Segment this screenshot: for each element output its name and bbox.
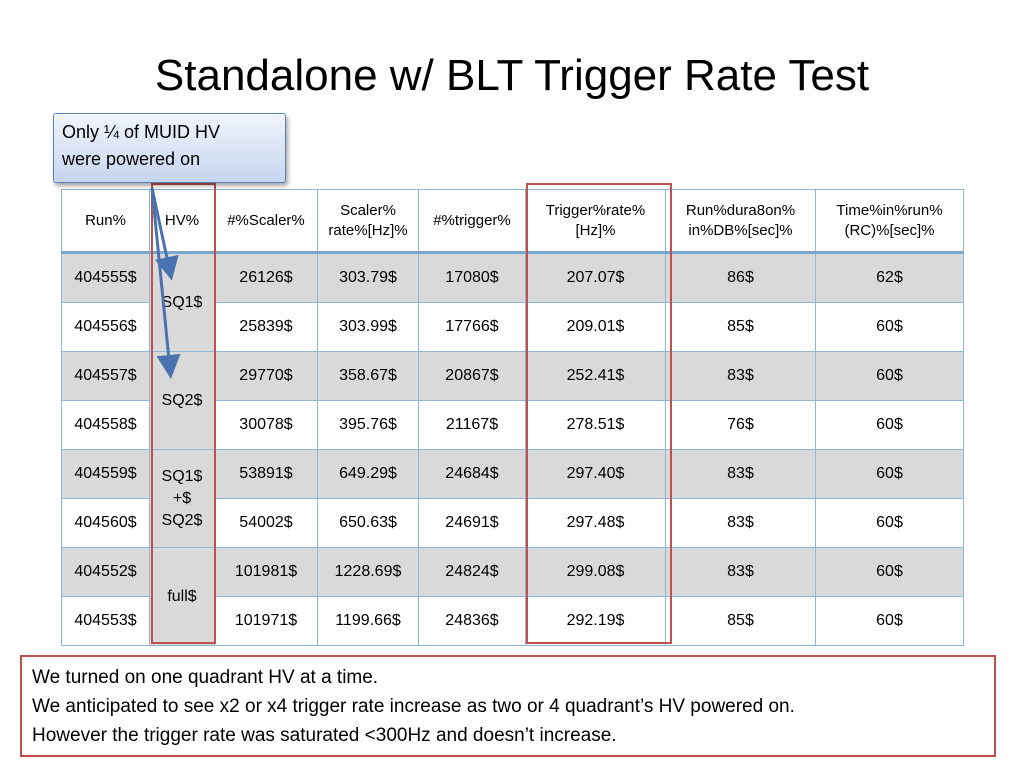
cell-scaler-rate: 303.79$: [317, 252, 419, 303]
table-row: 404559$ SQ1$ +$ SQ2$ 53891$ 649.29$ 2468…: [61, 449, 964, 548]
cell-scaler: 30078$: [214, 400, 318, 450]
header-hv: HV%: [149, 189, 215, 254]
note-line-2: We anticipated to see x2 or x4 trigger r…: [32, 696, 795, 717]
header-time-in-run: Time%in%run% (RC)%[sec]%: [815, 189, 964, 254]
cell-hv-group: full$: [149, 547, 215, 646]
cell-trigger-rate: 252.41$: [525, 351, 666, 401]
cell-run: 404559$: [61, 449, 150, 499]
cell-scaler: 25839$: [214, 302, 318, 352]
cell-run-duration: 85$: [665, 596, 816, 646]
table-row: 404557$ SQ2$ 29770$ 358.67$ 20867$ 252.4…: [61, 351, 964, 450]
cell-time-in-run: 60$: [815, 400, 964, 450]
table-header-row: Run% HV% #%Scaler% Scaler% rate%[Hz]% #%t…: [61, 189, 964, 254]
cell-run: 404552$: [61, 547, 150, 597]
cell-scaler-rate: 1228.69$: [317, 547, 419, 597]
cell-trigger: 20867$: [418, 351, 526, 401]
table-row: 404552$ full$ 101981$ 1228.69$ 24824$ 29…: [61, 547, 964, 646]
cell-trigger: 17766$: [418, 302, 526, 352]
cell-trigger: 24824$: [418, 547, 526, 597]
cell-trigger-rate: 297.48$: [525, 498, 666, 548]
cell-trigger: 17080$: [418, 252, 526, 303]
cell-scaler: 29770$: [214, 351, 318, 401]
header-trigger-rate: Trigger%rate% [Hz]%: [525, 189, 666, 254]
cell-scaler: 53891$: [214, 449, 318, 499]
cell-scaler: 26126$: [214, 252, 318, 303]
cell-run-duration: 86$: [665, 252, 816, 303]
table-row: 404558$ 30078$ 395.76$ 21167$ 278.51$ 76…: [61, 400, 964, 450]
cell-time-in-run: 60$: [815, 547, 964, 597]
table-row: 404553$ 101971$ 1199.66$ 24836$ 292.19$ …: [61, 596, 964, 646]
cell-trigger-rate: 278.51$: [525, 400, 666, 450]
header-scaler-rate: Scaler% rate%[Hz]%: [317, 189, 419, 254]
cell-run-duration: 83$: [665, 498, 816, 548]
cell-trigger-rate: 207.07$: [525, 252, 666, 303]
cell-scaler-rate: 303.99$: [317, 302, 419, 352]
cell-scaler: 54002$: [214, 498, 318, 548]
callout-note: Only ¼ of MUID HV were powered on: [53, 113, 286, 183]
cell-scaler-rate: 395.76$: [317, 400, 419, 450]
cell-trigger-rate: 299.08$: [525, 547, 666, 597]
cell-trigger-rate: 209.01$: [525, 302, 666, 352]
note-line-1: We turned on one quadrant HV at a time.: [32, 667, 379, 688]
cell-run-duration: 83$: [665, 449, 816, 499]
header-trigger: #%trigger%: [418, 189, 526, 254]
cell-hv-group: SQ1$: [149, 252, 215, 352]
cell-time-in-run: 62$: [815, 252, 964, 303]
cell-trigger-rate: 297.40$: [525, 449, 666, 499]
cell-run: 404557$: [61, 351, 150, 401]
cell-time-in-run: 60$: [815, 302, 964, 352]
cell-run: 404560$: [61, 498, 150, 548]
cell-run-duration: 83$: [665, 351, 816, 401]
header-run: Run%: [61, 189, 150, 254]
cell-time-in-run: 60$: [815, 351, 964, 401]
slide-title: Standalone w/ BLT Trigger Rate Test: [154, 51, 870, 100]
cell-trigger: 24691$: [418, 498, 526, 548]
table-row: 404560$ 54002$ 650.63$ 24691$ 297.48$ 83…: [61, 498, 964, 548]
cell-run-duration: 76$: [665, 400, 816, 450]
cell-time-in-run: 60$: [815, 498, 964, 548]
cell-scaler-rate: 1199.66$: [317, 596, 419, 646]
cell-scaler-rate: 650.63$: [317, 498, 419, 548]
callout-line-2: were powered on: [62, 149, 201, 169]
table-row: 404556$ 25839$ 303.99$ 17766$ 209.01$ 85…: [61, 302, 964, 352]
cell-scaler-rate: 649.29$: [317, 449, 419, 499]
cell-trigger-rate: 292.19$: [525, 596, 666, 646]
cell-scaler: 101971$: [214, 596, 318, 646]
notes-box: We turned on one quadrant HV at a time. …: [20, 655, 996, 757]
cell-trigger: 24684$: [418, 449, 526, 499]
cell-run-duration: 85$: [665, 302, 816, 352]
cell-run-duration: 83$: [665, 547, 816, 597]
cell-trigger: 24836$: [418, 596, 526, 646]
cell-scaler-rate: 358.67$: [317, 351, 419, 401]
cell-scaler: 101981$: [214, 547, 318, 597]
header-scaler: #%Scaler%: [214, 189, 318, 254]
cell-run: 404553$: [61, 596, 150, 646]
table-row: 404555$ SQ1$ 26126$ 303.79$ 17080$ 207.0…: [61, 252, 964, 352]
cell-run: 404555$: [61, 252, 150, 303]
cell-run: 404558$: [61, 400, 150, 450]
trigger-rate-table: Run% HV% #%Scaler% Scaler% rate%[Hz]% #%t…: [61, 189, 964, 646]
cell-run: 404556$: [61, 302, 150, 352]
callout-line-1: Only ¼ of MUID HV: [62, 122, 221, 142]
note-line-3: However the trigger rate was saturated <…: [32, 725, 617, 746]
cell-time-in-run: 60$: [815, 449, 964, 499]
cell-hv-group: SQ2$: [149, 351, 215, 450]
cell-hv-group: SQ1$ +$ SQ2$: [149, 449, 215, 548]
cell-time-in-run: 60$: [815, 596, 964, 646]
header-run-duration: Run%dura8on% in%DB%[sec]%: [665, 189, 816, 254]
cell-trigger: 21167$: [418, 400, 526, 450]
